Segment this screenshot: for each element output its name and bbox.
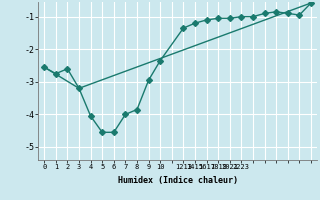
X-axis label: Humidex (Indice chaleur): Humidex (Indice chaleur) (118, 176, 238, 185)
